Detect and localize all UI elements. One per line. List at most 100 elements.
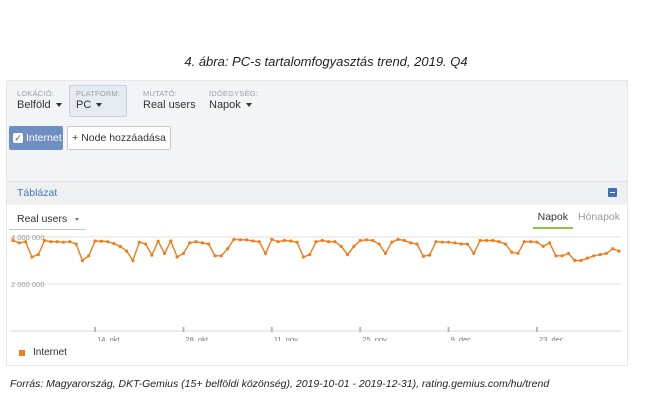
data-point — [169, 239, 173, 243]
data-point — [106, 240, 110, 244]
data-point — [453, 241, 457, 245]
data-point — [80, 258, 85, 263]
data-point — [276, 240, 280, 244]
legend-swatch — [19, 349, 25, 356]
data-point — [598, 253, 602, 257]
filter-metric[interactable]: MUTATÓ: Real users — [143, 89, 196, 119]
filter-platform-value: PC — [76, 99, 92, 111]
data-point — [434, 240, 438, 244]
data-point — [162, 251, 167, 256]
data-point — [213, 254, 217, 258]
data-point — [541, 244, 545, 248]
data-point — [617, 249, 621, 253]
data-point — [263, 251, 268, 256]
data-point — [308, 253, 312, 257]
table-toggle-label[interactable]: Táblázat — [17, 187, 58, 199]
data-point — [497, 240, 501, 244]
data-point — [156, 239, 160, 243]
time-tabs: Napok Hónapok — [532, 209, 625, 229]
data-point — [428, 253, 432, 257]
data-point — [137, 240, 141, 244]
data-point — [390, 240, 394, 244]
data-point — [99, 239, 103, 243]
legend-label: Internet — [33, 347, 67, 358]
filter-time-unit[interactable]: IDŐEGYSÉG: Napok — [209, 89, 258, 119]
data-point — [345, 253, 350, 257]
filter-platform[interactable]: PLATFORM: PC — [69, 85, 128, 117]
data-point — [49, 240, 53, 244]
data-point — [535, 240, 539, 244]
data-point — [446, 240, 451, 244]
data-point — [327, 240, 331, 244]
data-point — [87, 254, 91, 258]
data-point — [74, 242, 78, 246]
add-node-button[interactable]: + Node hozzáadása — [67, 126, 171, 150]
tab-days[interactable]: Napok — [532, 209, 573, 229]
data-point — [282, 238, 287, 243]
chart-legend[interactable]: Internet — [19, 347, 67, 358]
data-point — [36, 253, 40, 257]
data-point — [289, 239, 293, 243]
data-point — [333, 240, 337, 244]
data-point — [150, 253, 154, 257]
internet-node-label: Internet — [26, 132, 62, 144]
data-point — [560, 254, 564, 258]
filter-metric-label: MUTATÓ: — [143, 89, 178, 98]
tab-months[interactable]: Hónapok — [577, 211, 620, 223]
data-point — [301, 255, 305, 259]
data-point — [125, 249, 129, 253]
internet-node-button[interactable]: ✓ Internet — [9, 126, 63, 150]
data-point — [364, 238, 369, 242]
data-point — [251, 239, 255, 243]
filter-location[interactable]: LOKÁCIÓ: Belföld — [17, 89, 62, 119]
x-tick-label: 11. nov — [274, 335, 298, 341]
metric-select[interactable]: Real users — [9, 209, 86, 230]
data-point — [478, 238, 482, 243]
data-point — [402, 238, 406, 243]
data-point — [61, 240, 66, 244]
data-point — [377, 242, 381, 246]
data-point — [219, 254, 223, 258]
table-toggle-bar[interactable]: Táblázat — [7, 181, 627, 204]
data-point — [257, 240, 261, 244]
data-point — [415, 242, 419, 246]
x-tick-label: 14. okt — [97, 335, 120, 341]
data-point — [17, 241, 21, 245]
data-point — [371, 238, 375, 243]
data-point — [131, 258, 135, 263]
data-point — [529, 240, 533, 244]
data-point — [383, 251, 388, 256]
data-point — [181, 251, 186, 256]
data-point — [573, 258, 577, 263]
data-point — [585, 256, 590, 260]
data-point — [409, 241, 413, 245]
data-point — [320, 238, 324, 243]
data-point — [42, 238, 47, 243]
x-tick-label: 25. nov — [362, 335, 387, 341]
data-point — [68, 240, 72, 244]
x-tick-label: 23. dec — [539, 335, 564, 341]
data-point — [554, 254, 558, 258]
data-point — [200, 241, 204, 245]
filter-metric-value: Real users — [143, 99, 196, 111]
filter-location-value: Belföld — [17, 99, 51, 111]
data-point — [30, 255, 34, 259]
filter-time-unit-label: IDŐEGYSÉG: — [209, 89, 259, 98]
data-point — [491, 238, 495, 243]
data-point — [579, 258, 583, 263]
trend-panel: LOKÁCIÓ: Belföld PLATFORM: PC MUTATÓ: Re… — [6, 80, 628, 366]
data-point — [55, 240, 59, 244]
data-point — [314, 240, 318, 244]
data-point — [24, 240, 28, 244]
data-point — [143, 242, 148, 246]
y-tick-label: 4 000 000 — [11, 233, 44, 242]
chart-container: Real users Napok Hónapok 2 000 000 4 000 … — [7, 205, 627, 365]
data-point — [175, 255, 179, 259]
data-point — [484, 238, 489, 243]
y-tick-label: 2 000 000 — [11, 280, 44, 289]
collapse-icon[interactable] — [608, 188, 617, 197]
data-point — [244, 238, 249, 242]
metric-select-value: Real users — [17, 213, 68, 225]
trend-line-chart: 2 000 000 4 000 000 14. okt 28. okt 11. nov 2… — [11, 233, 621, 341]
figure-caption: 4. ábra: PC-s tartalomfogyasztás trend, … — [184, 54, 468, 69]
